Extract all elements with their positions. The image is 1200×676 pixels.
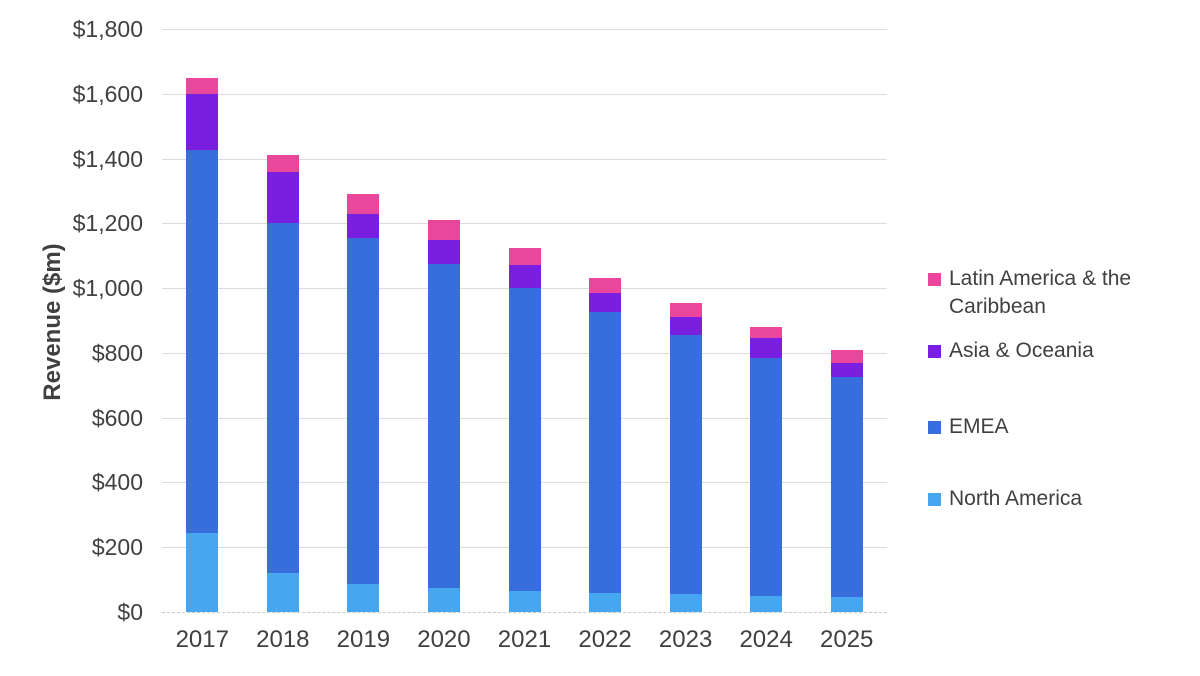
bar-segment-asia-oceania-2018 — [266, 171, 299, 224]
bar-2021 — [508, 29, 541, 612]
bar-segment-latin-america-the-caribbean-2024 — [750, 327, 783, 339]
x-tick-label-2020: 2020 — [417, 626, 471, 653]
legend-item-asia-oceania: Asia & Oceania — [928, 337, 1169, 365]
legend-label-north-america: North America — [949, 487, 1083, 510]
bar-segment-north-america-2025 — [830, 597, 863, 612]
x-tick-label-2019: 2019 — [336, 626, 391, 653]
x-axis-baseline — [162, 612, 887, 613]
y-tick-label-1800: $1,800 — [72, 16, 143, 42]
y-tick-label-200: $200 — [91, 534, 143, 561]
bar-segment-asia-oceania-2021 — [508, 265, 541, 289]
legend-item-north-america: North America — [928, 485, 1169, 513]
legend-item-latin-america-the-caribbean: Latin America & the Caribbean — [928, 265, 1169, 321]
legend-item-emea: EMEA — [928, 413, 1169, 441]
bar-2023 — [669, 29, 702, 612]
bar-segment-latin-america-the-caribbean-2025 — [830, 349, 863, 363]
bar-segment-asia-oceania-2022 — [589, 292, 622, 313]
y-tick-label-1000: $1,000 — [72, 275, 143, 302]
bar-segment-emea-2021 — [508, 288, 541, 591]
legend-swatch-asia-oceania — [928, 345, 941, 358]
bar-2024 — [750, 29, 783, 612]
bar-2019 — [347, 29, 380, 612]
legend-label-asia-oceania: Asia & Oceania — [949, 339, 1094, 362]
bar-segment-asia-oceania-2019 — [347, 213, 380, 238]
y-tick-label-800: $800 — [91, 339, 143, 366]
bar-segment-emea-2022 — [589, 312, 622, 593]
legend-label-latin-america-the-caribbean: Latin America & the Caribbean — [949, 267, 1132, 318]
bar-segment-north-america-2021 — [508, 590, 541, 612]
bar-segment-latin-america-the-caribbean-2021 — [508, 247, 541, 266]
bar-segment-north-america-2022 — [589, 592, 622, 612]
x-tick-label-2018: 2018 — [256, 626, 310, 653]
x-tick-label-2021: 2021 — [497, 626, 552, 653]
bar-segment-asia-oceania-2020 — [427, 239, 460, 264]
x-axis: 2017 2018 2019 2020 2021 2022 2023 2024 2025 — [162, 624, 887, 660]
bar-segment-north-america-2023 — [669, 594, 702, 612]
bar-segment-latin-america-the-caribbean-2022 — [589, 278, 622, 293]
bar-segment-north-america-2017 — [186, 532, 219, 612]
bar-segment-emea-2024 — [750, 357, 783, 596]
bar-segment-emea-2018 — [266, 223, 299, 574]
bar-segment-asia-oceania-2023 — [669, 317, 702, 336]
bar-segment-latin-america-the-caribbean-2023 — [669, 302, 702, 318]
x-tick-label-2017: 2017 — [175, 626, 229, 653]
bar-2018 — [266, 29, 299, 612]
bar-segment-north-america-2019 — [347, 584, 380, 612]
legend-swatch-north-america — [928, 493, 941, 506]
bar-2020 — [427, 29, 460, 612]
y-tick-label-400: $400 — [91, 469, 143, 496]
bar-segment-asia-oceania-2017 — [186, 93, 219, 151]
y-tick-label-1400: $1,400 — [72, 145, 143, 172]
bar-segment-latin-america-the-caribbean-2017 — [186, 77, 219, 94]
x-tick-label-2024: 2024 — [739, 626, 793, 653]
bar-segment-asia-oceania-2024 — [750, 338, 783, 358]
gridline-1800 — [162, 29, 887, 30]
bar-segment-emea-2017 — [186, 150, 219, 533]
bar-segment-north-america-2018 — [266, 573, 299, 612]
bar-segment-asia-oceania-2025 — [830, 362, 863, 378]
bar-2025 — [830, 29, 863, 612]
bar-segment-emea-2019 — [347, 237, 380, 585]
bar-segment-latin-america-the-caribbean-2019 — [347, 194, 380, 214]
legend-swatch-latin-america-the-caribbean — [928, 273, 941, 286]
plot-area — [162, 29, 887, 613]
y-tick-label-1600: $1,600 — [72, 80, 143, 107]
x-tick-label-2022: 2022 — [578, 626, 632, 653]
legend-label-emea: EMEA — [949, 415, 1009, 438]
bar-segment-north-america-2024 — [750, 595, 783, 612]
bar-segment-emea-2025 — [830, 377, 863, 598]
bar-2017 — [186, 29, 219, 612]
x-tick-label-2025: 2025 — [820, 626, 874, 653]
bar-segment-emea-2020 — [427, 263, 460, 588]
bar-segment-latin-america-the-caribbean-2018 — [266, 155, 299, 172]
y-axis: $0 $200 $400 $600 $800 $1,000 $1,200 $1,400 $1,6… — [0, 17, 143, 624]
y-tick-label-0: $0 — [117, 599, 143, 625]
y-tick-label-600: $600 — [91, 404, 143, 431]
legend-swatch-emea — [928, 421, 941, 434]
bar-2022 — [589, 29, 622, 612]
bar-segment-latin-america-the-caribbean-2020 — [427, 220, 460, 240]
gridline-1400 — [162, 158, 887, 160]
gridline-1200 — [162, 223, 887, 225]
y-tick-label-1200: $1,200 — [72, 210, 143, 237]
gridline-1600 — [162, 93, 887, 95]
bar-segment-north-america-2020 — [427, 587, 460, 612]
bar-segment-emea-2023 — [669, 335, 702, 595]
x-tick-label-2023: 2023 — [658, 626, 713, 653]
